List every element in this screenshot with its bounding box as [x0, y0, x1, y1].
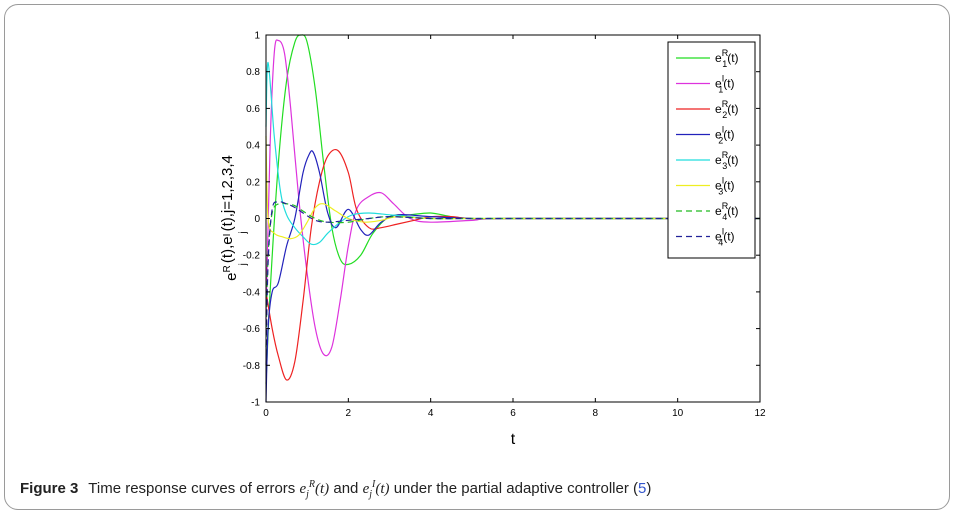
x-tick-label: 4 — [428, 408, 434, 419]
caption-close: ) — [646, 480, 652, 497]
x-axis-label: t — [511, 431, 516, 448]
y-tick-label: 0.4 — [246, 141, 260, 152]
legend-label-4: eI 2(t) — [715, 125, 735, 146]
y-axis-label: eRj(t),eIj(t),j=1,2,3,4 — [219, 155, 249, 281]
y-tick-label: 1 — [254, 31, 260, 42]
figure-frame — [4, 4, 950, 510]
legend-label-6: eI 3(t) — [715, 176, 735, 197]
y-axis-label-text: eRj(t),eIj(t),j=1,2,3,4 — [219, 155, 249, 281]
caption-text-after: under the partial adaptive controller ( — [393, 480, 639, 497]
x-ticks: 0 2 4 6 8 10 12 — [263, 35, 766, 419]
figure-caption: Figure 3 Time response curves of errors … — [20, 479, 651, 500]
series-line-2 — [265, 39, 761, 357]
y-tick-label: -0.8 — [243, 361, 261, 372]
caption-joiner: and — [333, 480, 359, 497]
figure-label: Figure 3 — [20, 480, 79, 497]
legend-label-1: eR 1(t) — [715, 48, 739, 69]
x-tick-label: 0 — [263, 408, 269, 419]
y-tick-label: -0.2 — [243, 251, 261, 262]
y-tick-label: -1 — [251, 398, 260, 409]
y-tick-label: 0.2 — [246, 177, 260, 188]
y-tick-label: -0.6 — [243, 324, 261, 335]
x-tick-label: 2 — [346, 408, 352, 419]
x-tick-label: 6 — [510, 408, 516, 419]
x-tick-label: 10 — [672, 408, 684, 419]
series-line-3 — [265, 148, 760, 381]
y-ticks: -1 -0.8 -0.6 -0.4 -0.2 0 0.2 0.4 0.6 0.8 1 — [243, 31, 760, 409]
x-tick-label: 8 — [593, 408, 599, 419]
y-tick-label: 0.8 — [246, 67, 260, 78]
x-tick-label: 12 — [754, 408, 766, 419]
caption-equation-ref[interactable]: 5 — [638, 480, 647, 497]
caption-text-before: Time response curves of errors — [88, 480, 296, 497]
caption-symbol-eI: ejI(t) — [362, 479, 390, 500]
caption-symbol-eR: ejR(t) — [299, 479, 330, 500]
legend: eR 1(t) eI 1(t) eR 2(t) eI 2(t) eR 3(t) eI 3(t) eR 4(… — [667, 41, 756, 259]
legend-box — [667, 41, 756, 259]
legend-label-5: eR 3(t) — [715, 150, 739, 171]
legend-label-7: eR 4(t) — [715, 201, 739, 222]
series-line-8 — [265, 201, 760, 366]
y-tick-label: 0.6 — [246, 104, 260, 115]
legend-label-8: eI 4(t) — [715, 227, 735, 248]
legend-label-2: eI 1(t) — [715, 74, 735, 95]
y-tick-label: -0.4 — [243, 287, 261, 298]
y-tick-label: 0 — [254, 214, 260, 225]
legend-label-3: eR 2(t) — [715, 99, 739, 120]
series-layer — [265, 34, 761, 403]
